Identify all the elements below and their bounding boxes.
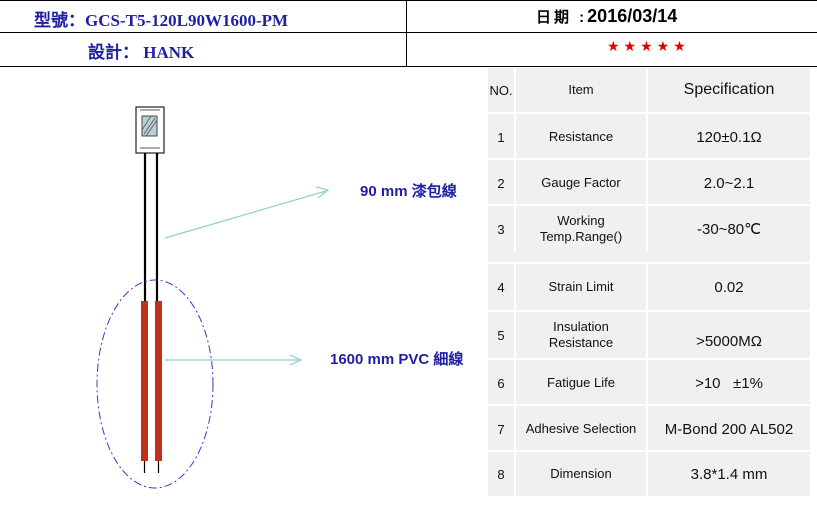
header-no: NO. [489, 82, 513, 98]
row-no: 2 [497, 175, 505, 191]
table-row: 8 Dimension 3.8*1.4 mm [488, 452, 810, 496]
enamel-wire-label: 90 mm 漆包線 [360, 183, 457, 200]
row-item-text: Working Temp.Range() [539, 213, 623, 244]
strain-gauge-drawing: 90 mm 漆包線 1600 mm PVC 細線 [0, 68, 488, 500]
table-row: 3 Working Temp.Range() -30~80℃ [488, 206, 810, 252]
row-no: 4 [497, 279, 505, 295]
header-item: Item [514, 68, 646, 112]
row-spec: -30~80℃ [646, 206, 810, 252]
table-header-row: NO. Item Specification [488, 68, 810, 112]
row-separator [488, 404, 810, 406]
row-item: Adhesive Selection [514, 406, 646, 452]
row-spec: 120±0.1Ω [646, 114, 810, 160]
row-spec: M-Bond 200 AL502 [646, 406, 810, 452]
row-no: 6 [497, 375, 505, 391]
row-separator [488, 112, 810, 114]
specification-table: NO. Item Specification 1 Resistance 120±… [488, 68, 810, 496]
row-spec: >10 ±1% [646, 360, 810, 406]
row-separator [488, 204, 810, 206]
row-spec: 2.0~2.1 [646, 160, 810, 206]
header-column-divider [406, 0, 407, 67]
table-row: 6 Fatigue Life >10 ±1% [488, 360, 810, 406]
date-value: 2016/03/14 [587, 6, 678, 26]
gauge-diagram-svg [96, 106, 330, 489]
pvc-wires [141, 301, 162, 473]
row-separator [488, 358, 810, 360]
row-spec: >5000MΩ [646, 312, 810, 358]
row-item: Strain Limit [514, 264, 646, 310]
row-separator [488, 450, 810, 452]
table-row: 7 Adhesive Selection M-Bond 200 AL502 [488, 406, 810, 452]
model-value: GCS-T5-120L90W1600-PM [85, 11, 289, 30]
designer-value: HANK [143, 43, 195, 62]
model-number: 型號：GCS-T5-120L90W1600-PM [34, 6, 288, 31]
row-item: Insulation Resistance [514, 312, 646, 358]
row-item: Resistance [514, 114, 646, 160]
leader-line-enamel [164, 186, 330, 239]
table-row: 5 Insulation Resistance >5000MΩ [488, 312, 810, 358]
row-separator [488, 310, 810, 312]
row-no: 8 [497, 466, 505, 482]
header-top-border [0, 0, 817, 1]
row-no: 1 [497, 129, 505, 145]
leader-line-pvc [165, 354, 303, 366]
row-no: 5 [497, 327, 505, 343]
table-row: 1 Resistance 120±0.1Ω [488, 114, 810, 160]
header-specification: Specification [646, 68, 810, 112]
table-row: 2 Gauge Factor 2.0~2.1 [488, 160, 810, 206]
model-label: 型號： [34, 11, 85, 30]
enamel-wires [143, 153, 159, 301]
date-label: 日期 : [536, 9, 588, 26]
row-spec: 0.02 [646, 264, 810, 310]
rating-stars: ★★★★★ [607, 38, 690, 54]
row-item-text: Insulation Resistance [548, 319, 614, 350]
row-item: Fatigue Life [514, 360, 646, 406]
row-separator [488, 262, 810, 264]
gauge-sensor-head [135, 106, 165, 154]
pvc-section-ellipse [96, 279, 214, 489]
header-bottom-border [0, 66, 817, 67]
row-item: Gauge Factor [514, 160, 646, 206]
date: 日期 :2016/03/14 [536, 6, 677, 27]
row-no: 7 [497, 421, 505, 437]
designer-label: 設計： [88, 43, 139, 62]
header-middle-border [0, 32, 817, 33]
row-item: Working Temp.Range() [514, 206, 646, 252]
document-header: 型號：GCS-T5-120L90W1600-PM 設計： HANK 日期 :20… [0, 0, 817, 67]
row-no: 3 [497, 221, 505, 237]
row-item: Dimension [514, 452, 646, 496]
pvc-wire-label: 1600 mm PVC 細線 [330, 351, 464, 368]
row-spec: 3.8*1.4 mm [646, 452, 810, 496]
table-row: 4 Strain Limit 0.02 [488, 264, 810, 310]
designer: 設計： HANK [88, 38, 194, 63]
row-separator [488, 158, 810, 160]
